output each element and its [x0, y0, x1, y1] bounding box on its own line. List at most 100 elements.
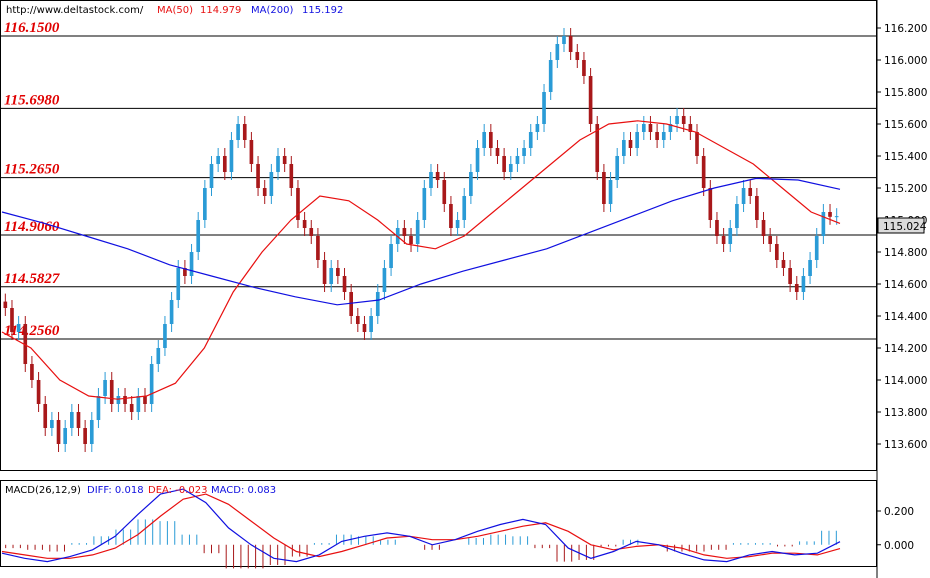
candle-body: [715, 220, 719, 236]
candle-body: [10, 308, 14, 332]
candle-body: [535, 124, 540, 132]
level-label: 114.9060: [4, 219, 60, 235]
candle-body: [595, 124, 600, 172]
price-tick-label: 115.600: [884, 119, 927, 131]
candle-body: [322, 260, 327, 284]
candle-body: [788, 268, 792, 284]
candle-body: [761, 220, 766, 236]
macd-diff-value: DIFF: 0.018: [87, 485, 144, 496]
ma50-label: MA(50): [157, 5, 193, 16]
candle-body: [229, 140, 234, 172]
candle-body: [582, 60, 586, 76]
candle-body: [30, 364, 34, 380]
candle-body: [455, 220, 460, 228]
candle-body: [89, 420, 94, 444]
candle-body: [203, 188, 207, 220]
price-tick-label: 114.600: [884, 279, 927, 291]
diff-line: [1, 488, 841, 563]
candle-body: [129, 404, 134, 412]
candle-body: [209, 164, 214, 188]
level-label: 116.1500: [4, 20, 60, 36]
candle-body: [375, 292, 380, 316]
candle-body: [442, 180, 447, 204]
macd-panel-frame: [0, 480, 877, 567]
candle-body: [70, 412, 74, 428]
candle-body: [522, 148, 526, 156]
price-tick-label: 116.200: [884, 23, 927, 35]
macd-title: MACD(26,12,9): [5, 485, 81, 496]
candle-body: [801, 276, 806, 292]
candle-body: [728, 228, 733, 244]
candle-body: [136, 396, 141, 412]
candle-body: [96, 396, 101, 420]
macd-axis: 0.200 0.000: [877, 506, 914, 552]
candle-body: [508, 164, 513, 172]
level-label: 114.5827: [4, 271, 60, 287]
candle-body: [495, 148, 500, 156]
candle-body: [3, 301, 8, 308]
candle-body: [741, 188, 746, 204]
candlestick-series: [3, 28, 839, 452]
candle-body: [568, 36, 573, 52]
candle-body: [588, 76, 593, 124]
candle-body: [615, 156, 620, 180]
candle-body: [748, 188, 753, 196]
candle-body: [755, 196, 759, 220]
candle-body: [402, 228, 407, 236]
candle-body: [276, 156, 280, 172]
candle-body: [668, 124, 673, 132]
price-tick-label: 116.000: [884, 55, 927, 67]
candle-body: [834, 216, 839, 218]
candle-body: [774, 244, 779, 260]
ma50-line: [1, 120, 841, 400]
candle-body: [236, 124, 240, 140]
candle-body: [482, 132, 487, 148]
candle-body: [309, 228, 314, 236]
candle-body: [648, 124, 653, 132]
candle-body: [143, 396, 147, 404]
candle-body: [429, 172, 433, 188]
candle-body: [156, 348, 161, 364]
candle-body: [641, 124, 646, 132]
candle-body: [635, 132, 639, 148]
candle-body: [63, 428, 68, 444]
candle-body: [808, 260, 812, 276]
price-tick-label: 114.200: [884, 343, 927, 355]
candle-body: [50, 420, 54, 428]
site-url: http://www.deltastock.com/: [6, 5, 144, 16]
candle-body: [196, 220, 201, 252]
candle-body: [389, 244, 393, 268]
candle-body: [575, 52, 580, 60]
candle-body: [43, 404, 48, 428]
candle-body: [36, 380, 41, 404]
candle-body: [183, 268, 187, 276]
candle-body: [469, 172, 473, 196]
candle-body: [83, 428, 87, 444]
price-tick-label: 113.800: [884, 407, 927, 419]
price-tick-label: 115.400: [884, 151, 927, 163]
macd-tick-label: 0.200: [884, 506, 914, 518]
price-tick-label: 114.800: [884, 247, 927, 259]
candle-body: [269, 172, 274, 196]
candle-body: [555, 44, 560, 60]
ma200-label: MA(200): [251, 5, 293, 16]
candle-body: [489, 132, 493, 148]
candle-body: [688, 124, 693, 132]
candle-body: [475, 148, 480, 172]
candle-body: [415, 220, 420, 244]
candle-body: [302, 220, 307, 228]
candle-body: [163, 324, 167, 348]
candle-body: [116, 396, 121, 404]
candle-body: [528, 132, 533, 148]
candle-body: [435, 172, 440, 180]
macd-dea-value: DEA: -0.023: [148, 485, 207, 496]
candle-body: [169, 300, 174, 324]
candle-body: [336, 268, 340, 276]
candle-body: [409, 236, 413, 244]
candle-body: [695, 132, 699, 156]
candle-body: [548, 60, 553, 92]
macd-hist-value: MACD: 0.083: [211, 485, 276, 496]
candle-body: [349, 292, 353, 316]
price-tick-label: 114.000: [884, 375, 927, 387]
candle-body: [768, 236, 772, 244]
